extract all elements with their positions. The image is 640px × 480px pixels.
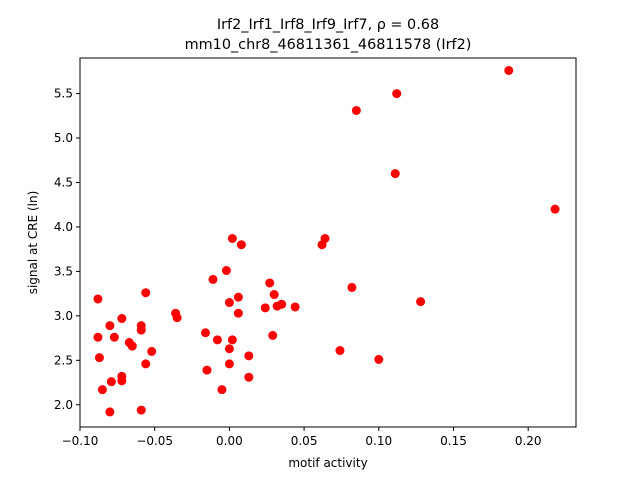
data-point-14: [136, 325, 146, 335]
data-point-26: [221, 266, 231, 276]
plot-frame: [79, 57, 577, 428]
data-point-17: [141, 359, 151, 369]
x-tick-label: 0.00: [216, 434, 243, 448]
data-point-39: [268, 330, 278, 340]
data-point-5: [106, 377, 116, 387]
y-tick-label: 2.0: [54, 398, 73, 412]
data-point-30: [227, 233, 237, 243]
y-tick-label: 5.5: [54, 87, 73, 101]
data-point-23: [208, 274, 218, 284]
x-axis-ticks: −0.10 −0.05 0.00 0.05 0.10 0.15 0.20: [62, 427, 542, 448]
data-point-34: [236, 240, 246, 250]
data-point-45: [320, 233, 330, 243]
data-point-27: [224, 298, 234, 308]
data-point-4: [105, 321, 115, 331]
data-point-49: [374, 354, 384, 364]
data-point-38: [265, 278, 275, 288]
x-tick-label: 0.10: [365, 434, 392, 448]
data-point-52: [416, 297, 426, 307]
data-point-21: [200, 328, 210, 338]
data-point-46: [335, 346, 345, 356]
chart-title-line-2: mm10_chr8_46811361_46811578 (Irf2): [185, 37, 472, 53]
x-tick-label: 0.05: [291, 434, 318, 448]
data-point-6: [105, 407, 115, 417]
data-points: [93, 65, 560, 417]
y-tick-label: 4.5: [54, 175, 73, 189]
data-point-36: [244, 372, 254, 382]
data-point-18: [147, 346, 157, 356]
data-point-7: [109, 332, 119, 342]
data-point-24: [212, 335, 222, 345]
y-axis-ticks: 2.0 2.5 3.0 3.5 4.0 4.5 5.0 5.5: [54, 87, 80, 412]
data-point-10: [117, 376, 127, 386]
data-point-35: [244, 351, 254, 361]
data-point-20: [172, 313, 182, 323]
data-point-22: [202, 365, 212, 375]
data-point-8: [117, 314, 127, 324]
x-tick-label: −0.10: [62, 434, 99, 448]
y-tick-label: 3.0: [54, 309, 73, 323]
data-point-16: [141, 288, 151, 298]
data-point-50: [390, 169, 400, 179]
data-point-43: [290, 302, 300, 312]
data-point-42: [277, 299, 287, 309]
data-point-15: [136, 405, 146, 415]
data-point-47: [347, 282, 357, 292]
y-tick-label: 3.5: [54, 264, 73, 278]
data-point-29: [224, 359, 234, 369]
y-axis-label: signal at CRE (ln): [26, 191, 40, 295]
data-point-37: [260, 303, 270, 313]
data-point-33: [233, 308, 243, 318]
x-tick-label: 0.15: [440, 434, 467, 448]
x-tick-label: −0.05: [136, 434, 173, 448]
data-point-32: [233, 292, 243, 302]
y-tick-label: 2.5: [54, 353, 73, 367]
data-point-2: [94, 353, 104, 363]
data-point-53: [504, 65, 514, 75]
data-point-51: [392, 89, 402, 99]
data-point-40: [269, 290, 279, 300]
y-tick-label: 4.0: [54, 220, 73, 234]
data-point-0: [93, 294, 103, 304]
y-tick-label: 5.0: [54, 131, 73, 145]
x-tick-label: 0.20: [515, 434, 542, 448]
chart-title-line-1: Irf2_Irf1_Irf8_Irf9_Irf7, ρ = 0.68: [217, 17, 439, 33]
data-point-28: [224, 344, 234, 354]
data-point-25: [217, 385, 227, 395]
data-point-48: [351, 105, 361, 115]
data-point-54: [550, 204, 560, 214]
data-point-1: [93, 332, 103, 342]
data-point-12: [127, 341, 137, 351]
x-axis-label: motif activity: [288, 456, 367, 470]
data-point-31: [227, 335, 237, 345]
data-point-3: [97, 385, 107, 395]
